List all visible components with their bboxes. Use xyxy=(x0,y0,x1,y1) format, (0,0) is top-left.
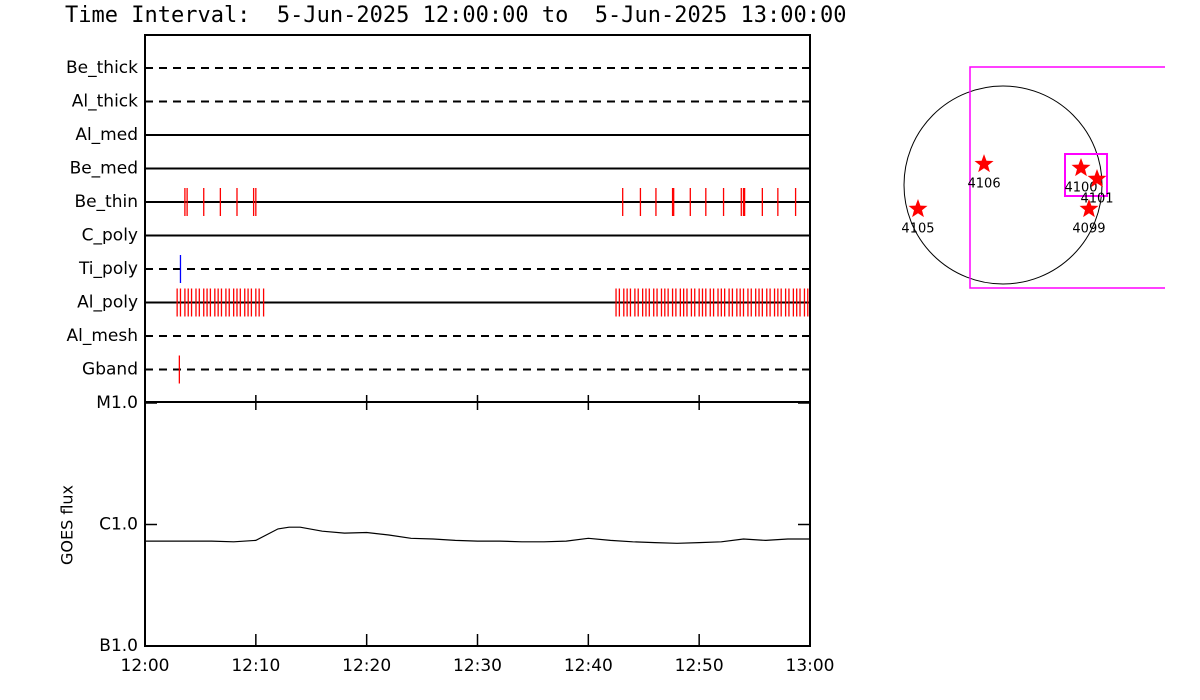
y-axis-label: GOES flux xyxy=(58,485,77,565)
row-label: Be_thick xyxy=(66,58,138,78)
active-region xyxy=(908,199,928,218)
row-label: Gband xyxy=(82,360,138,380)
x-tick-label: 12:00 xyxy=(121,656,170,676)
region-label: 4101 xyxy=(1080,192,1113,207)
row-label: Al_med xyxy=(75,125,138,145)
y-tick-label: M1.0 xyxy=(96,393,138,413)
region-label: 4106 xyxy=(968,177,1001,192)
x-tick-label: 12:10 xyxy=(231,656,280,676)
y-tick-label: C1.0 xyxy=(99,515,138,535)
x-tick-label: 12:40 xyxy=(564,656,613,676)
chart-title: Time Interval: 5-Jun-2025 12:00:00 to 5-… xyxy=(65,3,846,28)
row-label: Al_mesh xyxy=(66,326,138,346)
field-of-view xyxy=(969,66,1165,289)
row-label: Ti_poly xyxy=(78,259,138,279)
x-tick-label: 12:50 xyxy=(675,656,724,676)
active-region xyxy=(1079,199,1099,218)
active-region xyxy=(1071,158,1091,177)
row-label: Al_thick xyxy=(72,92,138,112)
x-tick-label: 12:20 xyxy=(342,656,391,676)
flux-line xyxy=(145,526,810,544)
row-label: Be_med xyxy=(70,159,138,179)
x-tick-label: 13:00 xyxy=(786,656,835,676)
timeline-frame xyxy=(144,34,811,403)
target-box xyxy=(1064,153,1108,197)
region-label: 4100 xyxy=(1064,181,1097,196)
active-region xyxy=(1087,169,1107,188)
region-label: 4099 xyxy=(1072,221,1105,236)
y-tick-label: B1.0 xyxy=(99,636,138,656)
row-label: C_poly xyxy=(82,226,138,246)
x-tick-label: 12:30 xyxy=(453,656,502,676)
flux-frame xyxy=(144,401,811,647)
region-label: 4105 xyxy=(901,221,934,236)
row-label: Be_thin xyxy=(74,192,138,212)
row-label: Al_poly xyxy=(77,293,138,313)
active-region xyxy=(974,154,994,173)
